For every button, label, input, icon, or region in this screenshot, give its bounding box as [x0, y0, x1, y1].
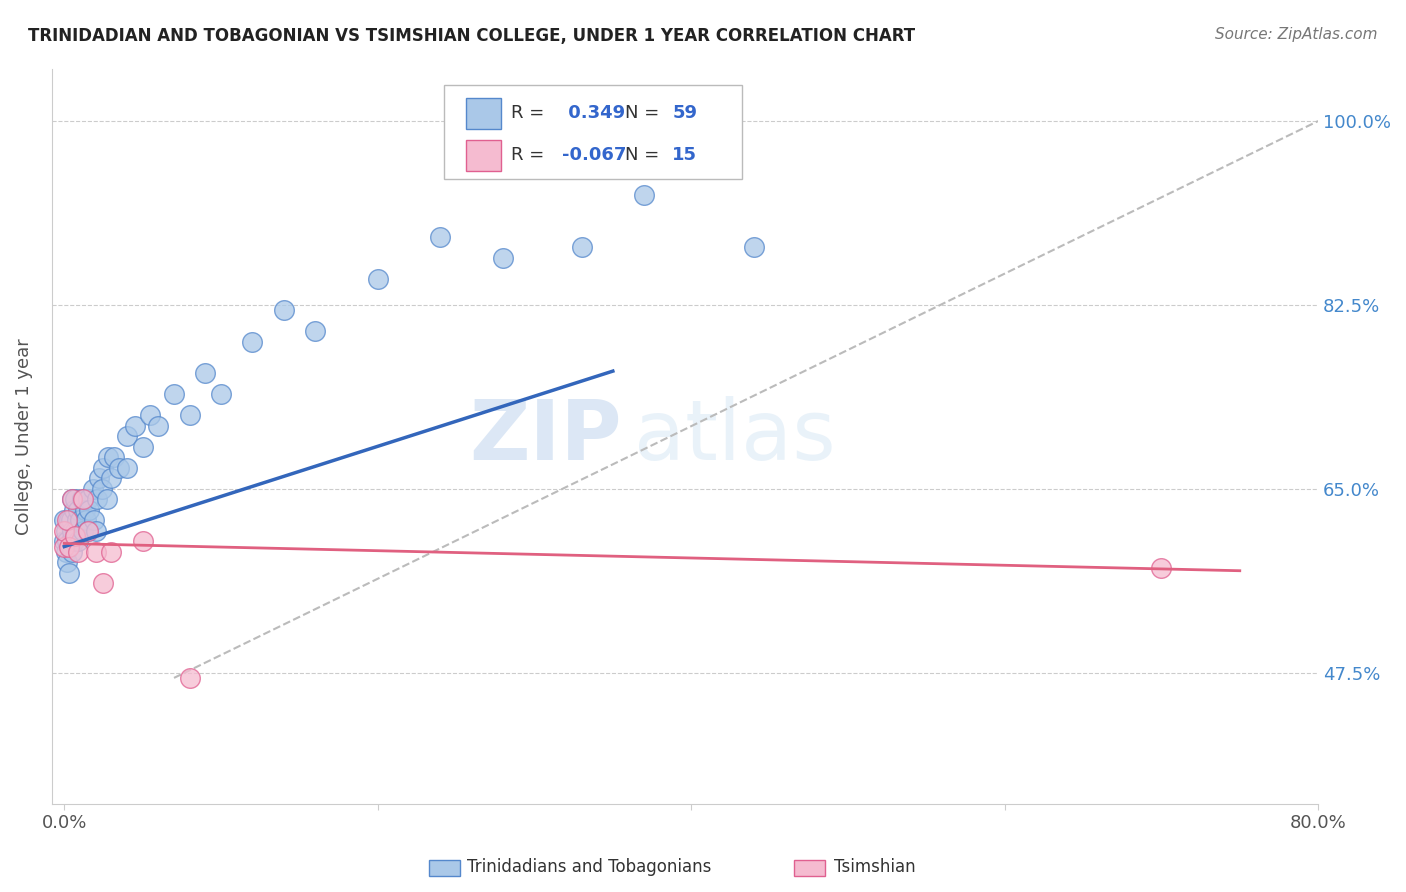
Point [179, 409, 201, 423]
Text: 59: 59 [672, 103, 697, 121]
Point [75, 513, 97, 527]
Text: -0.067: -0.067 [562, 145, 627, 163]
Point [633, 187, 655, 202]
Point [60, 524, 83, 538]
Point [131, 534, 153, 549]
Point [53, 513, 76, 527]
Point [571, 240, 593, 254]
Text: 15: 15 [672, 145, 697, 163]
Point [56, 513, 79, 527]
Point [67, 534, 90, 549]
Text: 0.349: 0.349 [562, 103, 626, 121]
Point [96, 492, 118, 507]
Point [163, 387, 186, 401]
Point [115, 460, 138, 475]
Point [86, 492, 108, 507]
Point [742, 240, 765, 254]
Point [84, 545, 107, 559]
Point [60, 492, 83, 507]
Point [100, 545, 122, 559]
Point [58, 513, 80, 527]
Point [59, 534, 82, 549]
Point [58, 540, 80, 554]
Point [79, 503, 101, 517]
Text: N =: N = [626, 103, 665, 121]
Point [124, 418, 146, 433]
Text: Trinidadians and Tobagonians: Trinidadians and Tobagonians [467, 858, 711, 876]
Point [53, 524, 76, 538]
Point [83, 513, 105, 527]
Point [240, 334, 263, 349]
Text: TRINIDADIAN AND TOBAGONIAN VS TSIMSHIAN COLLEGE, UNDER 1 YEAR CORRELATION CHART: TRINIDADIAN AND TOBAGONIAN VS TSIMSHIAN … [28, 27, 915, 45]
Point [59, 513, 82, 527]
Point [60, 545, 83, 559]
Text: R =: R = [512, 103, 551, 121]
Point [76, 524, 98, 538]
Point [72, 524, 94, 538]
Text: N =: N = [626, 145, 665, 163]
Point [58, 566, 80, 580]
Point [65, 492, 87, 507]
Point [65, 529, 87, 543]
Point [131, 440, 153, 454]
Point [84, 524, 107, 538]
Point [72, 492, 94, 507]
Point [73, 503, 96, 517]
Point [69, 513, 91, 527]
Point [87, 471, 110, 485]
Point [53, 540, 76, 554]
Point [60, 492, 83, 507]
Point [66, 513, 89, 527]
Text: Source: ZipAtlas.com: Source: ZipAtlas.com [1215, 27, 1378, 42]
Point [103, 450, 125, 465]
Point [53, 534, 76, 549]
Point [429, 229, 451, 244]
Point [67, 503, 90, 517]
FancyBboxPatch shape [444, 85, 742, 178]
Point [90, 482, 112, 496]
Point [93, 460, 115, 475]
Point [97, 450, 120, 465]
Point [148, 418, 170, 433]
Point [93, 576, 115, 591]
Point [62, 503, 84, 517]
Text: Tsimshian: Tsimshian [834, 858, 915, 876]
Point [1150, 560, 1173, 574]
FancyBboxPatch shape [465, 98, 502, 128]
Text: ZIP: ZIP [470, 396, 621, 476]
Point [65, 524, 87, 538]
Point [273, 303, 295, 318]
Point [56, 534, 79, 549]
Point [108, 460, 131, 475]
Point [492, 251, 515, 265]
Point [55, 524, 77, 538]
Point [179, 671, 201, 685]
Point [55, 545, 77, 559]
Point [194, 366, 217, 380]
Text: atlas: atlas [634, 396, 837, 476]
Y-axis label: College, Under 1 year: College, Under 1 year [15, 338, 32, 534]
Point [70, 492, 93, 507]
Point [76, 524, 98, 538]
Point [115, 429, 138, 443]
Point [76, 492, 98, 507]
Point [56, 555, 79, 569]
Point [62, 534, 84, 549]
Point [367, 271, 389, 285]
Text: R =: R = [512, 145, 551, 163]
Point [139, 409, 162, 423]
Point [304, 324, 326, 338]
Point [82, 482, 104, 496]
FancyBboxPatch shape [465, 140, 502, 170]
Point [209, 387, 232, 401]
Point [100, 471, 122, 485]
Point [67, 545, 90, 559]
